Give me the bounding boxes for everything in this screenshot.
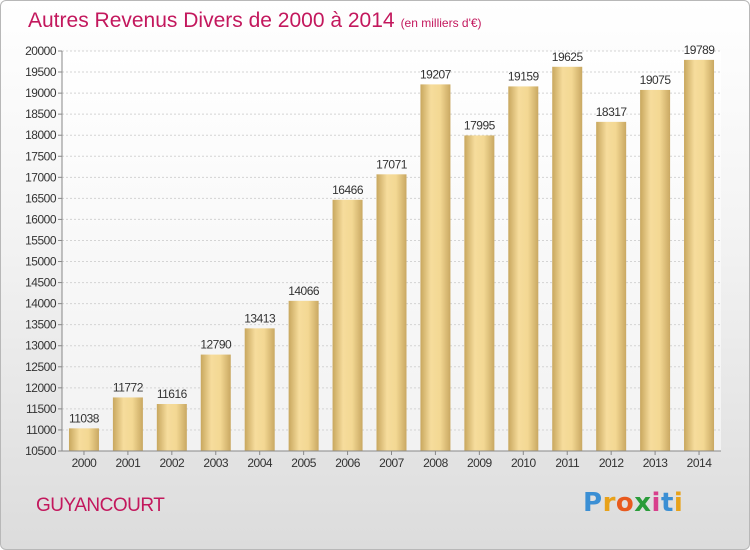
bar-value-label: 12790 <box>200 338 232 352</box>
x-tick-label: 2011 <box>555 456 580 470</box>
x-tick-label: 2005 <box>291 456 317 470</box>
bar-value-label: 19207 <box>420 67 452 81</box>
y-tick-label: 14500 <box>25 276 57 290</box>
x-tick-label: 2001 <box>116 456 142 470</box>
bar-2011 <box>552 66 583 451</box>
bar-value-label: 19625 <box>552 50 584 64</box>
y-tick-label: 12000 <box>25 381 57 395</box>
x-tick-label: 2012 <box>599 456 625 470</box>
x-tick-label: 2010 <box>511 456 537 470</box>
x-tick-label: 2008 <box>423 456 449 470</box>
bar-2006 <box>332 199 363 451</box>
bar-value-label: 11772 <box>113 380 144 394</box>
x-tick-label: 2006 <box>335 456 361 470</box>
y-tick-label: 12500 <box>25 360 57 374</box>
logo-letter: o <box>615 488 635 518</box>
bar-value-label: 17071 <box>376 157 408 171</box>
x-tick-label: 2013 <box>643 456 669 470</box>
bar-2004 <box>244 328 275 451</box>
logo-letter: t <box>660 488 674 518</box>
y-tick-label: 19500 <box>25 65 57 79</box>
chart-subtitle: (en milliers d'€) <box>400 16 482 30</box>
chart-title-text: Autres Revenus Divers de 2000 à 2014 <box>28 9 395 32</box>
city-name: GUYANCOURT <box>36 495 165 516</box>
bar-2000 <box>68 428 99 451</box>
bar-2008 <box>420 84 451 452</box>
bar-value-label: 14066 <box>288 284 320 298</box>
y-tick-label: 18000 <box>25 128 57 142</box>
y-tick-label: 14000 <box>25 297 57 311</box>
y-tick-label: 13000 <box>25 339 57 353</box>
x-axis: 2000 2001 2002 2003 2004 2005 2006 2007 2008 2009… <box>62 450 721 470</box>
bar-value-label: 17995 <box>464 118 496 132</box>
bar-2001 <box>112 397 143 451</box>
bar-2012 <box>596 121 627 451</box>
bar-2010 <box>508 86 539 452</box>
bar-2013 <box>640 89 671 452</box>
y-tick-label: 15500 <box>25 233 57 247</box>
bar-value-label: 19159 <box>508 69 540 83</box>
bar-value-label: 11038 <box>69 411 100 425</box>
chart-title: Autres Revenus Divers de 2000 à 2014 (en … <box>28 9 482 33</box>
bar-value-label: 13413 <box>244 311 276 325</box>
logo-letter: P <box>583 488 603 518</box>
bar-value-label: 16466 <box>332 183 364 197</box>
x-tick-label: 2000 <box>72 456 98 470</box>
bar-value-label: 19075 <box>640 73 672 87</box>
y-tick-label: 11500 <box>26 402 57 416</box>
logo-letter: r <box>602 488 616 518</box>
x-tick-label: 2014 <box>687 456 713 470</box>
bar-2007 <box>376 174 407 452</box>
y-tick-label: 13500 <box>25 318 57 332</box>
logo-letter: i <box>651 488 661 518</box>
bars: 11038 11772 11616 12790 13413 14066 16466 17071… <box>68 43 716 452</box>
y-tick-label: 16000 <box>25 212 57 226</box>
x-tick-label: 2009 <box>467 456 493 470</box>
x-tick-label: 2004 <box>247 456 273 470</box>
bar-value-label: 11616 <box>157 387 188 401</box>
proxiti-logo: Proxiti <box>583 488 683 518</box>
y-tick-label: 17000 <box>25 170 57 184</box>
y-tick-label: 15000 <box>25 255 57 269</box>
x-tick-label: 2007 <box>379 456 405 470</box>
logo-letter: x <box>634 488 652 518</box>
y-tick-label: 17500 <box>25 149 57 163</box>
y-tick-label: 10500 <box>25 444 57 458</box>
bar-value-label: 19789 <box>684 43 716 57</box>
y-tick-label: 19000 <box>25 86 57 100</box>
x-tick-label: 2002 <box>159 456 185 470</box>
bar-2002 <box>156 404 187 451</box>
bar-2014 <box>684 59 715 451</box>
bar-2009 <box>464 135 495 451</box>
y-tick-label: 11000 <box>26 423 57 437</box>
y-tick-label: 18500 <box>25 107 57 121</box>
y-tick-label: 20000 <box>25 44 57 58</box>
logo-letter: i <box>673 488 684 518</box>
bar-2005 <box>288 300 319 451</box>
x-tick-label: 2003 <box>203 456 229 470</box>
y-axis: 10500 11000 11500 12000 12500 13000 13500 14000… <box>25 44 63 458</box>
y-tick-label: 16500 <box>25 191 57 205</box>
bar-value-label: 18317 <box>596 105 628 119</box>
bar-2003 <box>200 354 231 451</box>
